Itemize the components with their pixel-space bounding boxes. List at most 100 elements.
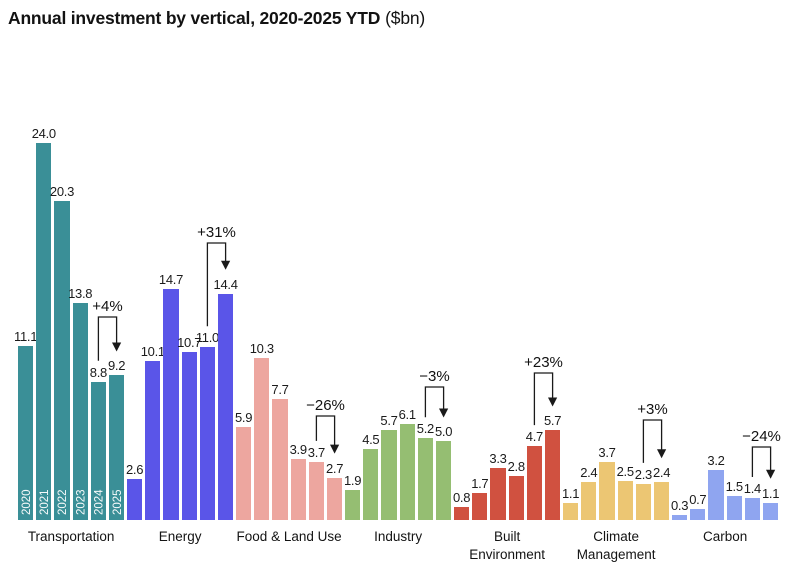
change-bracket [424, 386, 445, 418]
bar-value-label: 1.1 [562, 485, 580, 501]
bar-value-label: 1.7 [471, 476, 489, 492]
bar-value-label: 2.8 [507, 459, 525, 474]
change-bracket [97, 316, 118, 361]
bar-value-label: 5.7 [544, 413, 562, 429]
bar [763, 502, 779, 520]
arrow-down-icon [112, 342, 122, 352]
bar [672, 515, 688, 520]
page-title: Annual investment by vertical, 2020-2025… [8, 8, 425, 29]
bar-value-label: 8.8 [89, 364, 107, 380]
bar-value-label: 2.6 [126, 462, 144, 478]
bar [690, 509, 706, 520]
bar-value-label: 24.0 [31, 125, 56, 141]
bar [127, 479, 143, 520]
bar-value-label: 1.1 [762, 485, 780, 501]
bar [399, 424, 415, 520]
bar-value-label: 14.7 [158, 272, 184, 288]
bar-value-label: 0.7 [689, 492, 707, 507]
bar-value-label: 6.1 [398, 407, 416, 423]
arrow-down-icon [548, 397, 558, 407]
bar-value-label: 4.5 [362, 432, 380, 448]
bar [327, 477, 343, 520]
bar [490, 468, 506, 520]
group-label: Food & Land Use [236, 529, 342, 544]
bar [508, 476, 524, 520]
change-label: −24% [742, 428, 781, 445]
bar [36, 142, 52, 520]
bar [545, 430, 561, 520]
bar-value-label: 2.7 [326, 460, 344, 476]
bar [308, 461, 324, 520]
bar-value-label: 5.9 [235, 410, 253, 426]
arrow-down-icon [766, 469, 776, 479]
bar [54, 201, 70, 520]
bar-value-label: 1.9 [344, 473, 362, 489]
change-label: −26% [306, 397, 345, 414]
bar [254, 358, 270, 520]
change-bracket [751, 446, 772, 478]
bar [363, 449, 379, 520]
group-label: Climate Management [576, 529, 656, 562]
bar [744, 498, 760, 520]
bar-value-label: 10.1 [140, 344, 165, 360]
bar [581, 482, 597, 520]
bar [199, 347, 215, 520]
bar-value-label: 10.7 [177, 334, 202, 350]
bar [290, 458, 306, 520]
bar-value-label: 20.3 [49, 184, 75, 200]
bar-value-label: 2.5 [616, 463, 634, 479]
change-bracket [315, 415, 336, 447]
bar-value-label: 1.4 [743, 481, 761, 496]
change-bracket [642, 419, 663, 463]
bar-value-label: 0.3 [671, 498, 689, 514]
bar-value-label: 5.0 [435, 424, 453, 440]
arrow-down-icon [657, 449, 667, 459]
bar-value-label: 3.3 [489, 451, 507, 467]
group-label: Energy [158, 529, 202, 544]
bar-value-label: 5.2 [416, 421, 434, 437]
page-title-text: Annual investment by vertical, 2020-2025… [8, 8, 381, 28]
bar [472, 493, 488, 520]
bar-value-label: 3.7 [598, 444, 616, 460]
bar [617, 480, 633, 520]
arrow-down-icon [439, 408, 449, 418]
bar-value-label: 2.3 [634, 466, 652, 482]
bar-value-label: 13.8 [68, 286, 93, 302]
bar-value-label: 9.2 [108, 358, 126, 374]
bar-value-label: 0.8 [453, 490, 471, 506]
bar [417, 438, 433, 520]
bar-value-label: 14.4 [213, 276, 238, 292]
bar-value-label: 3.2 [707, 452, 725, 468]
change-label: −3% [419, 368, 449, 385]
bar-value-label: 7.7 [271, 382, 289, 398]
bar-value-label: 11.1 [14, 328, 38, 344]
bar [345, 490, 361, 520]
bar [726, 496, 742, 520]
bar-value-label: 2.4 [580, 465, 598, 481]
bar [181, 351, 197, 520]
bar [236, 427, 252, 520]
page-title-unit: ($bn) [385, 8, 426, 28]
bar [436, 441, 452, 520]
group-label: Industry [374, 529, 423, 544]
bar [563, 502, 579, 520]
change-label: +31% [197, 224, 236, 241]
bar [18, 345, 34, 520]
group-label: Transportation [27, 529, 115, 544]
group-label: Built Environment [469, 529, 545, 562]
bar-value-label: 11.0 [195, 330, 219, 346]
bar-value-label: 3.9 [289, 441, 307, 457]
bar-value-label: 4.7 [525, 429, 543, 445]
change-label: +23% [524, 354, 563, 371]
bar [381, 430, 397, 520]
bar [145, 361, 161, 520]
bar-value-label: 2.4 [653, 465, 671, 481]
change-label: +3% [637, 401, 667, 418]
group-label: Carbon [702, 529, 748, 544]
bar [72, 303, 88, 520]
bar [654, 482, 670, 520]
bar-value-label: 1.5 [725, 479, 743, 495]
bar [454, 507, 470, 520]
bar [635, 483, 651, 520]
